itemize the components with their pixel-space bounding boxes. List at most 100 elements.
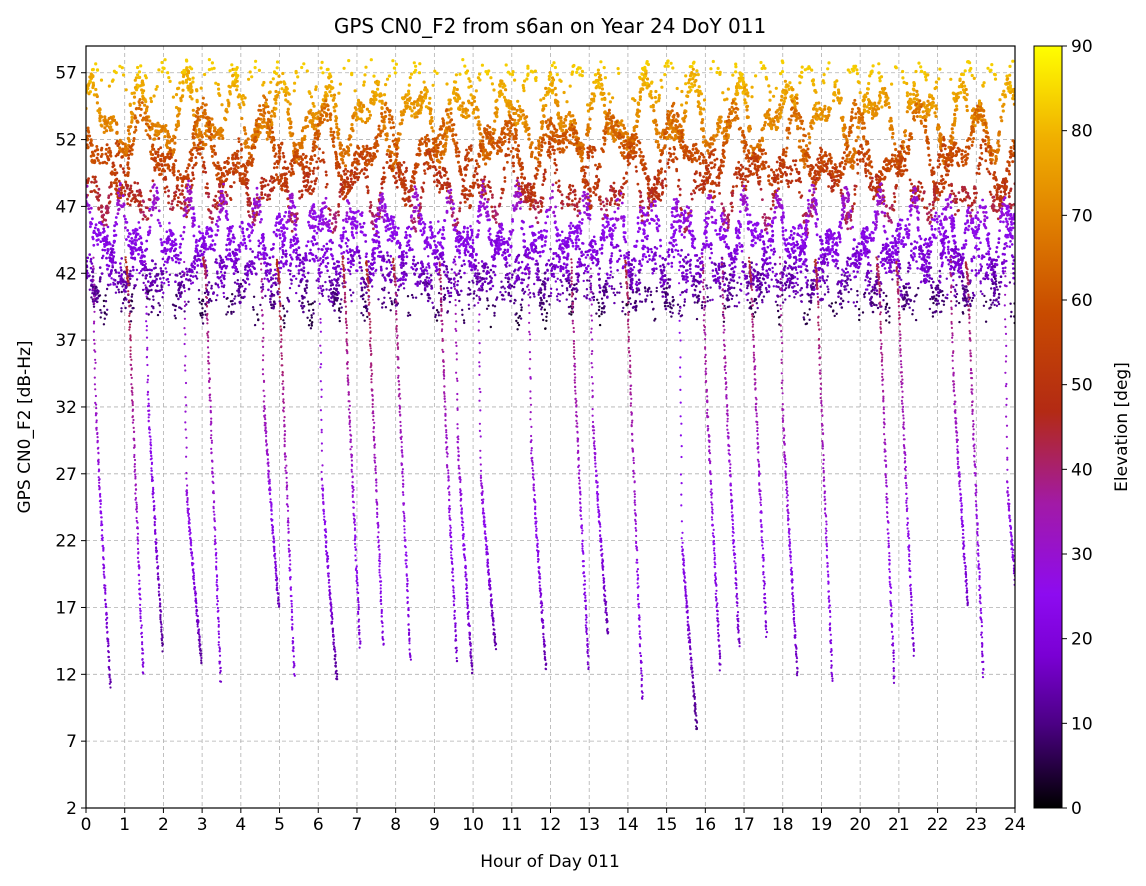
data-point (517, 118, 521, 122)
data-point (912, 92, 916, 96)
data-point (1001, 109, 1005, 113)
data-point (268, 135, 272, 139)
data-point (382, 126, 386, 131)
data-point (228, 171, 232, 174)
data-point (391, 121, 395, 125)
data-point (790, 168, 794, 172)
data-point (698, 162, 702, 165)
data-point (953, 108, 958, 112)
data-point (244, 132, 248, 136)
data-point (882, 91, 886, 95)
data-point (772, 119, 776, 123)
data-point (764, 160, 768, 164)
data-point (335, 157, 339, 161)
data-point (951, 131, 955, 135)
data-point (215, 173, 219, 177)
data-point (94, 87, 98, 92)
data-point (878, 99, 882, 103)
data-point (808, 141, 812, 145)
data-point (412, 106, 416, 110)
data-point (708, 145, 712, 149)
data-point (846, 160, 850, 164)
data-point (316, 123, 320, 126)
data-point (134, 125, 138, 129)
data-point (259, 124, 263, 128)
data-point (477, 120, 481, 124)
data-point (127, 137, 131, 141)
data-point (955, 153, 958, 157)
data-point (682, 119, 686, 123)
data-point (456, 160, 460, 164)
data-point (196, 106, 200, 110)
data-point (793, 109, 797, 113)
data-point (840, 161, 844, 165)
data-point (288, 131, 292, 135)
data-point (253, 145, 257, 149)
data-point (240, 182, 244, 185)
data-point (451, 134, 455, 138)
data-point (767, 108, 772, 112)
data-point (305, 160, 309, 164)
data-point (523, 124, 527, 129)
data-point (942, 185, 946, 189)
data-point (638, 141, 642, 145)
data-point (674, 127, 678, 131)
data-point (888, 167, 892, 171)
data-point (449, 111, 453, 115)
data-point (454, 150, 458, 154)
data-point (845, 157, 849, 161)
data-point (356, 117, 360, 121)
data-point (544, 133, 548, 137)
data-point (616, 124, 620, 128)
data-point (935, 126, 940, 130)
data-point (504, 122, 508, 126)
data-point (416, 111, 421, 115)
data-point (168, 157, 172, 161)
data-point (868, 107, 872, 111)
data-point (158, 167, 162, 171)
data-point (353, 153, 356, 157)
data-point (465, 197, 469, 201)
data-point (377, 127, 381, 131)
data-point (177, 112, 181, 116)
data-point (208, 127, 211, 131)
data-point (694, 147, 698, 151)
data-point (657, 131, 661, 135)
data-point (315, 145, 318, 149)
data-point (128, 149, 131, 153)
data-point (340, 177, 344, 181)
data-point (734, 85, 739, 89)
data-point (484, 162, 488, 166)
data-point (765, 114, 769, 118)
data-point (871, 109, 875, 113)
data-point (374, 91, 378, 95)
data-point (543, 141, 547, 145)
data-point (380, 186, 384, 190)
data-point (802, 133, 806, 137)
data-point (349, 143, 353, 147)
data-point (301, 167, 305, 171)
data-point (518, 164, 522, 168)
data-point (903, 134, 907, 138)
data-point (778, 106, 782, 110)
data-point (625, 132, 629, 136)
data-point (223, 166, 227, 169)
data-point (761, 126, 765, 130)
data-point (965, 108, 969, 113)
data-point (98, 119, 102, 123)
data-point (461, 184, 465, 188)
data-point (197, 134, 201, 138)
data-point (845, 141, 849, 145)
data-point (90, 150, 94, 154)
data-point (801, 139, 805, 143)
data-point (514, 137, 518, 140)
data-point (564, 118, 568, 122)
data-point (134, 128, 138, 132)
data-point (525, 115, 529, 119)
data-point (995, 196, 999, 200)
data-point (940, 182, 944, 186)
data-point (508, 114, 512, 118)
data-point (742, 149, 746, 153)
data-point (310, 158, 314, 162)
data-point (1003, 188, 1007, 192)
